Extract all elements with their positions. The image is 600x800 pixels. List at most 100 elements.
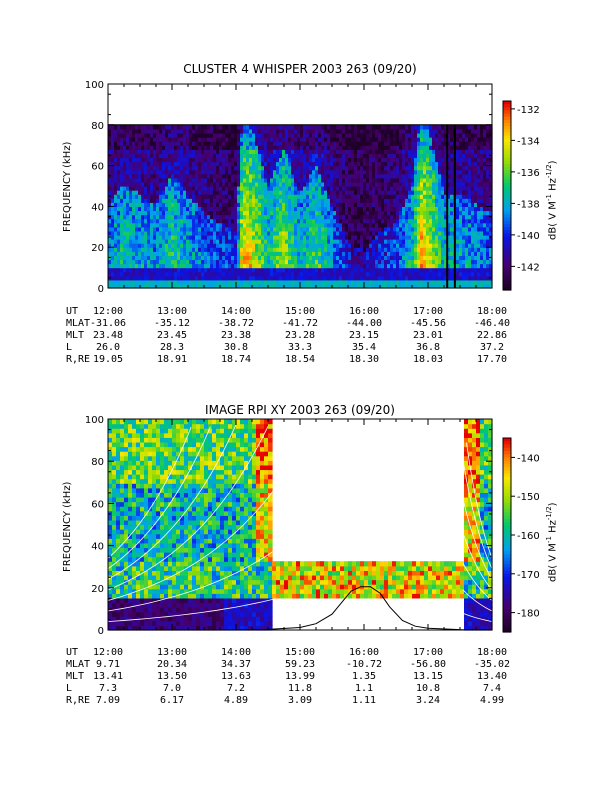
ephemeris-value: -45.56 [409, 318, 447, 329]
model-curve-right [462, 533, 493, 591]
model-curve-left [107, 550, 275, 612]
model-curve-left [107, 426, 192, 559]
colorbar-cell [503, 170, 511, 175]
ephemeris-value: 23.01 [412, 330, 444, 341]
colorbar-cell [503, 557, 511, 562]
ephemeris-value: 17:00 [412, 306, 444, 317]
colorbar-cell [503, 204, 511, 209]
ephemeris-value: 13:00 [156, 647, 188, 658]
y-tick-label: 100 [85, 80, 104, 91]
colorbar-tick-label: -180 [517, 609, 540, 620]
colorbar-cell [503, 589, 511, 594]
colorbar-cell [503, 110, 511, 115]
colorbar-cell [503, 470, 511, 475]
colorbar-cell [503, 274, 511, 278]
colorbar-cell [503, 167, 511, 171]
colorbar-cell [503, 444, 511, 449]
colorbar-cell [503, 176, 511, 181]
y-tick-label: 40 [91, 202, 104, 213]
colorbar-cell [503, 570, 511, 575]
colorbar-tick-label: -160 [517, 531, 540, 542]
ephemeris-value: 15:00 [284, 306, 316, 317]
ephemeris-value: 23.45 [156, 330, 188, 341]
colorbar-frame-cluster [502, 100, 512, 291]
ephemeris-label: UT [66, 306, 79, 317]
colorbar-cell [503, 447, 511, 452]
colorbar-cell [503, 123, 511, 127]
colorbar-cell [503, 602, 511, 607]
colorbar-cell [503, 160, 511, 165]
colorbar-cell [503, 489, 511, 494]
ephemeris-value: 23.28 [284, 330, 316, 341]
colorbar-label-image: dB( V M-1 Hz-1/2) [545, 502, 559, 582]
y-tick-label: 100 [85, 415, 104, 426]
ephemeris-value: 33.3 [287, 342, 313, 353]
colorbar-cell [503, 467, 511, 471]
ephemeris-row-l: L 7.3 7.0 7.2 11.8 1.1 10.8 7.4 [66, 683, 506, 695]
colorbar-cell [503, 283, 511, 288]
model-curve-right [462, 499, 493, 580]
ephemeris-value: 22.86 [476, 330, 508, 341]
ephemeris-value: 23.15 [348, 330, 380, 341]
colorbar-cell [503, 280, 511, 285]
colorbar-cell [503, 186, 511, 190]
ephemeris-value: 13.15 [412, 671, 444, 682]
colorbar-cell [503, 463, 511, 468]
colorbar-cell [503, 113, 511, 118]
y-axis-label-cluster: FREQUENCY (kHz) [62, 141, 73, 232]
ephemeris-value: 14:00 [220, 647, 252, 658]
ephemeris-value: 13.99 [284, 671, 316, 682]
ephemeris-value: 13.40 [476, 671, 508, 682]
colorbar-cell [503, 628, 511, 633]
ephemeris-value: 16:00 [348, 306, 380, 317]
colorbar-cell [503, 544, 511, 549]
colorbar-cell [503, 271, 511, 275]
ephemeris-value: 7.0 [162, 683, 182, 694]
colorbar-cell [503, 132, 511, 137]
ephemeris-value: 23.38 [220, 330, 252, 341]
colorbar-cell [503, 245, 511, 250]
cluster-spectrogram-cells [108, 124, 493, 289]
ephemeris-label: L [66, 342, 73, 353]
chart-title-cluster: CLUSTER 4 WHISPER 2003 263 (09/20) [183, 62, 417, 76]
image-spectrogram-cells [108, 419, 493, 631]
ephemeris-value: 37.2 [479, 342, 505, 353]
model-curve-right [462, 589, 493, 612]
colorbar-cell [503, 438, 511, 442]
colorbar-cell [503, 599, 511, 604]
colorbar-cell [503, 223, 511, 228]
y-tick-label: 20 [91, 243, 104, 254]
colorbar-cell [503, 619, 511, 623]
profile-curve [235, 586, 493, 631]
colorbar-tick-label: -140 [517, 231, 540, 242]
y-tick-label: 60 [91, 499, 104, 510]
colorbar-cell [503, 564, 511, 568]
colorbar-cell [503, 179, 511, 184]
colorbar-cell [503, 625, 511, 630]
colorbar-cell [503, 586, 511, 591]
colorbar-cell [503, 252, 511, 256]
colorbar-tick-label: -142 [517, 262, 540, 273]
ephemeris-value: 19.05 [92, 354, 124, 365]
colorbar-cell [503, 201, 511, 206]
model-curve-left [107, 424, 237, 580]
y-tick-label: 20 [91, 584, 104, 595]
ephemeris-value: 34.37 [220, 659, 252, 670]
colorbar-cell [503, 214, 511, 219]
ephemeris-value: -31.06 [89, 318, 127, 329]
colorbar-cell [503, 255, 511, 260]
colorbar-cell [503, 101, 511, 105]
colorbar-cell [503, 502, 511, 507]
colorbar-cell [503, 473, 511, 478]
ephemeris-value: 17:00 [412, 647, 444, 658]
ephemeris-value: -41.72 [281, 318, 319, 329]
colorbar-cell [503, 154, 511, 159]
colorbar-cell [503, 615, 511, 620]
colorbar-cell [503, 261, 511, 266]
colorbar-cell [503, 233, 511, 238]
ephemeris-row-mlt: MLT 23.48 23.45 23.38 23.28 23.15 23.01 22.86 [66, 330, 508, 342]
colorbar-cell [503, 104, 511, 108]
colorbar-cell [503, 264, 511, 269]
ephemeris-value: -35.12 [153, 318, 191, 329]
ephemeris-value: 4.89 [223, 695, 249, 706]
